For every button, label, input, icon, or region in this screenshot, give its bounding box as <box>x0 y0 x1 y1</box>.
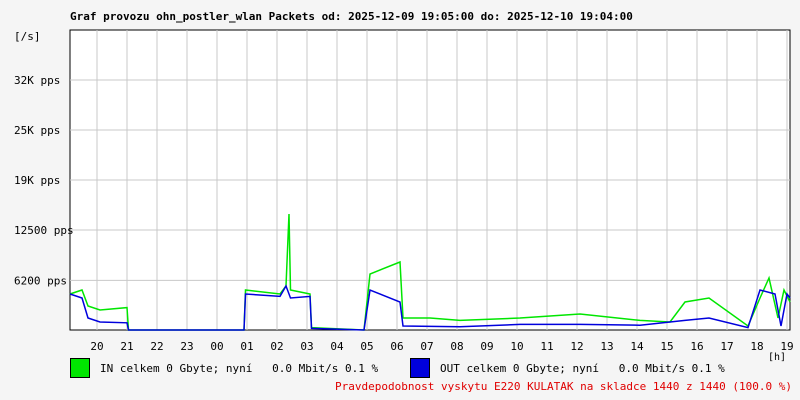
y-tick-label: 12500 pps <box>14 224 74 237</box>
x-tick-label: 09 <box>480 340 493 353</box>
legend-in: IN celkem 0 Gbyte; nyní 0.0 Mbit/s 0.1 % <box>70 358 378 378</box>
y-tick-label: 19K pps <box>14 174 60 187</box>
legend-in-label: IN celkem 0 Gbyte; nyní 0.0 Mbit/s 0.1 % <box>100 361 379 375</box>
x-tick-label: 06 <box>390 340 403 353</box>
x-tick-label: 03 <box>300 340 313 353</box>
x-tick-label: 19 <box>780 340 793 353</box>
x-tick-label: 04 <box>330 340 344 353</box>
x-tick-label: 20 <box>90 340 103 353</box>
x-tick-label: 02 <box>270 340 283 353</box>
x-tick-label: 13 <box>600 340 613 353</box>
x-tick-label: 07 <box>420 340 433 353</box>
x-tick-label: 15 <box>660 340 673 353</box>
legend-out-swatch <box>410 358 430 378</box>
y-tick-label: 32K pps <box>14 74 60 87</box>
x-tick-label: 23 <box>180 340 193 353</box>
legend-in-swatch <box>70 358 90 378</box>
x-tick-label: 18 <box>750 340 763 353</box>
x-tick-label: 14 <box>630 340 644 353</box>
y-tick-label: 25K pps <box>14 124 60 137</box>
x-tick-label: 21 <box>120 340 133 353</box>
legend-out-label: OUT celkem 0 Gbyte; nyní 0.0 Mbit/s 0.1 … <box>440 361 725 375</box>
x-tick-label: 16 <box>690 340 703 353</box>
footer-note: Pravdepodobnost vyskytu E220 KULATAK na … <box>335 380 792 393</box>
x-tick-label: 00 <box>210 340 223 353</box>
x-tick-label: 11 <box>540 340 553 353</box>
chart-title: Graf provozu ohn_postler_wlan Packets od… <box>70 10 633 23</box>
y-tick-label: 6200 pps <box>14 274 67 287</box>
x-tick-label: 22 <box>150 340 163 353</box>
x-tick-label: 01 <box>240 340 253 353</box>
x-tick-label: 10 <box>510 340 523 353</box>
x-tick-label: 12 <box>570 340 583 353</box>
x-tick-label: 05 <box>360 340 373 353</box>
x-axis-unit: [h] <box>768 352 786 363</box>
y-axis-unit: [/s] <box>14 30 41 43</box>
x-tick-label: 17 <box>720 340 733 353</box>
series-line-out <box>69 284 791 331</box>
legend-out: OUT celkem 0 Gbyte; nyní 0.0 Mbit/s 0.1 … <box>410 358 725 378</box>
x-tick-label: 08 <box>450 340 463 353</box>
